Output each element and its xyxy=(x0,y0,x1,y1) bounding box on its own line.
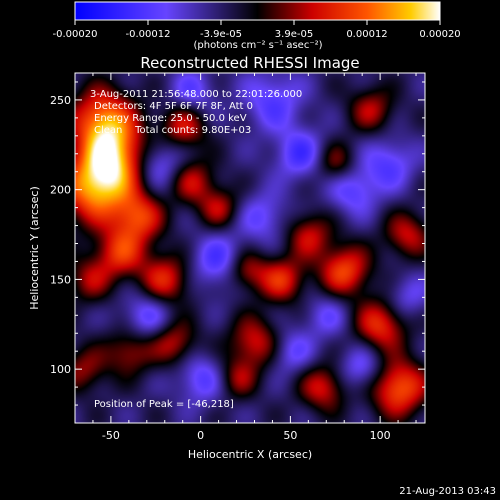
colorbar-tick-label: 0.00012 xyxy=(346,29,387,40)
y-tick-label: 250 xyxy=(50,94,71,107)
colorbar-tick-label: 0.00020 xyxy=(419,29,460,40)
colorbar-tick-label: -3.9e-05 xyxy=(200,29,242,40)
x-tick-label: -50 xyxy=(102,429,120,442)
colorbar xyxy=(74,1,441,21)
footer-timestamp: 21-Aug-2013 03:43 xyxy=(399,486,496,497)
plot-frame xyxy=(74,72,426,424)
chart-title: Reconstructed RHESSI Image xyxy=(140,54,359,72)
colorbar-tick-label: -0.00012 xyxy=(126,29,171,40)
colorbar-tick-label: 3.9e-05 xyxy=(275,29,313,40)
annotation-time-range: 3-Aug-2011 21:56:48.000 to 22:01:26.000 xyxy=(90,89,302,100)
y-axis-label: Heliocentric Y (arcsec) xyxy=(28,186,41,310)
y-tick-label: 150 xyxy=(50,273,71,286)
y-tick-label: 100 xyxy=(50,363,71,376)
x-tick-label: 50 xyxy=(283,429,297,442)
x-tick-label: 0 xyxy=(197,429,204,442)
colorbar-units: (photons cm⁻² s⁻¹ asec⁻²) xyxy=(193,40,322,51)
heatmap-image xyxy=(75,73,425,423)
colorbar-ticks: -0.00020 -0.00012 -3.9e-05 3.9e-05 0.00012 0.… xyxy=(53,20,461,40)
y-tick-label: 200 xyxy=(50,184,71,197)
axes: -50 0 50 100 100 150 200 250 xyxy=(50,73,425,442)
annotation-detectors: Detectors: 4F 5F 6F 7F 8F, Att 0 xyxy=(94,101,253,112)
annotation-peak-position: Position of Peak = [-46,218] xyxy=(94,399,234,410)
colorbar-tick-label: -0.00020 xyxy=(53,29,98,40)
x-tick-label: 100 xyxy=(370,429,391,442)
annotation-energy-range: Energy Range: 25.0 - 50.0 keV xyxy=(94,113,247,124)
annotation-clean-counts: Clean Total counts: 9.80E+03 xyxy=(94,125,251,136)
x-axis-label: Heliocentric X (arcsec) xyxy=(188,448,312,461)
